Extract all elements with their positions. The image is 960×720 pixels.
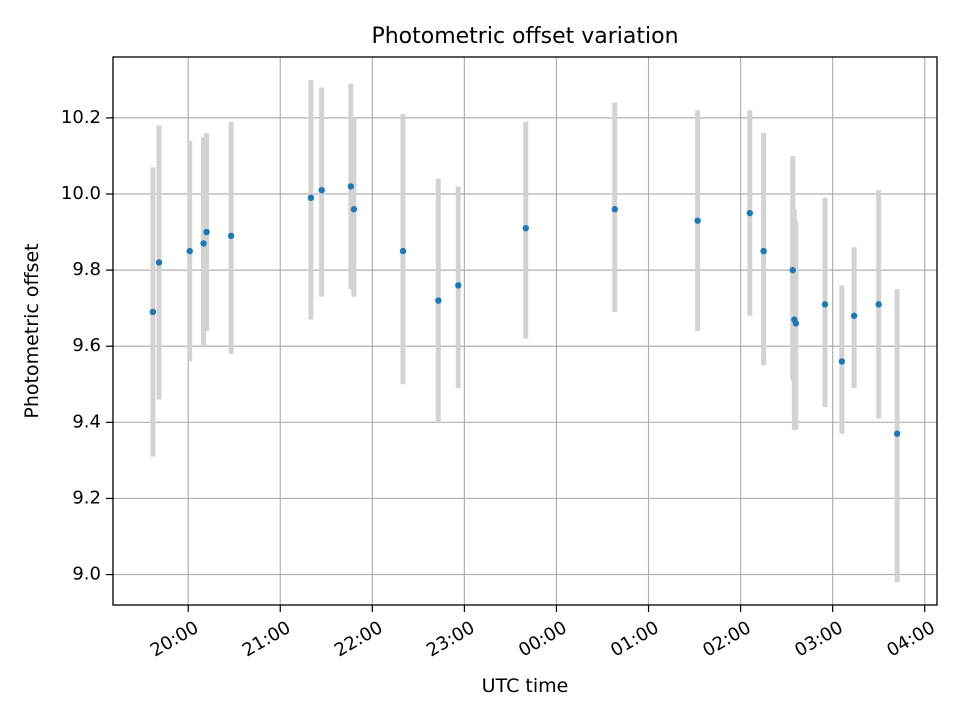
data-point [435,297,442,304]
data-point [694,217,701,224]
data-point [893,430,901,437]
y-axis-label: Photometric offset [21,243,43,418]
data-point [318,186,325,194]
y-tick-label: 9.6 [72,335,101,356]
data-point [455,282,462,289]
data-point [611,206,618,213]
data-point [186,247,193,255]
data-point [522,225,529,232]
data-point [789,266,796,274]
data-point [200,240,207,247]
data-point [155,259,163,266]
y-tick-label: 9.8 [72,259,101,280]
data-point [203,228,210,236]
data-point [760,247,767,255]
chart-title: Photometric offset variation [371,24,678,49]
data-point [399,247,407,255]
y-tick-label: 9.2 [72,487,101,508]
x-axis-label: UTC time [482,675,569,697]
y-tick-label: 9.4 [72,411,101,432]
data-point [875,301,882,308]
plot-frame [112,56,938,606]
data-point [350,206,358,213]
data-point [347,183,355,190]
data-point [792,320,800,327]
y-tick-label: 10.0 [61,183,101,204]
data-point [307,194,315,202]
data-point [838,358,846,365]
data-points [149,183,901,437]
y-tick-label: 9.0 [72,564,101,585]
y-axis-ticks: 9.0 9.2 9.4 9.6 9.8 10.0 10.2 [61,107,113,585]
y-tick-label: 10.2 [61,107,101,128]
data-point [850,312,858,319]
data-point [821,301,829,308]
data-point [227,232,235,240]
data-point [746,209,753,217]
data-point [149,308,157,316]
